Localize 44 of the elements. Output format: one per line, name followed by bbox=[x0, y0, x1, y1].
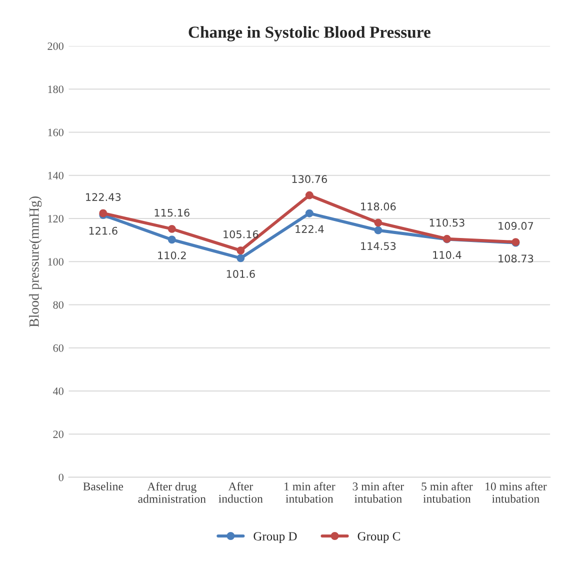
data-label: 110.4 bbox=[433, 251, 462, 259]
point bbox=[236, 246, 245, 254]
y-tick-label: 40 bbox=[53, 387, 64, 395]
point bbox=[236, 254, 245, 262]
data-label: 122.4 bbox=[296, 225, 324, 233]
point bbox=[374, 226, 382, 234]
legend-label: Group C bbox=[358, 532, 400, 544]
x-tick-label: 1 min after intubation bbox=[284, 482, 336, 503]
x-tick-label: 10 mins after intubation bbox=[486, 482, 547, 503]
data-label: 110.53 bbox=[430, 218, 464, 227]
data-label: 108.73 bbox=[498, 254, 534, 262]
y-tick-label: 140 bbox=[48, 172, 64, 180]
point bbox=[305, 209, 314, 218]
y-tick-label: 180 bbox=[48, 86, 64, 94]
point bbox=[305, 191, 314, 200]
data-label: 109.07 bbox=[498, 222, 534, 230]
y-axis-title: Blood pressure(mmHg) bbox=[29, 196, 42, 327]
data-label: 121.6 bbox=[89, 226, 118, 235]
x-tick-label: After drug administration bbox=[138, 482, 206, 503]
y-tick-label: 200 bbox=[48, 42, 64, 50]
y-tick-label: 20 bbox=[53, 430, 64, 438]
x-tick-label: Baseline bbox=[83, 482, 124, 490]
legend-label: Group D bbox=[254, 532, 297, 544]
x-tick-label: After induction bbox=[218, 482, 263, 503]
data-label: 114.53 bbox=[361, 242, 396, 250]
data-label: 122.43 bbox=[86, 193, 121, 202]
y-tick-label: 0 bbox=[58, 474, 64, 482]
y-tick-label: 80 bbox=[53, 301, 64, 309]
point bbox=[168, 224, 176, 233]
point bbox=[374, 218, 382, 227]
y-tick-label: 120 bbox=[48, 214, 64, 222]
data-label: 118.06 bbox=[361, 202, 396, 210]
data-label: 130.76 bbox=[292, 175, 327, 184]
y-tick-label: 160 bbox=[48, 128, 64, 136]
x-tick-label: 3 min after intubation bbox=[352, 482, 404, 503]
data-label: 110.2 bbox=[158, 251, 186, 260]
data-label: 101.6 bbox=[226, 270, 255, 278]
chart-title: Change in Systolic Blood Pressure bbox=[188, 26, 430, 42]
y-tick-label: 100 bbox=[48, 258, 64, 266]
data-label: 115.16 bbox=[154, 208, 190, 217]
data-label: 105.16 bbox=[224, 230, 258, 238]
y-tick-label: 60 bbox=[53, 344, 64, 352]
point bbox=[168, 236, 176, 244]
x-tick-label: 5 min after intubation bbox=[422, 482, 473, 503]
